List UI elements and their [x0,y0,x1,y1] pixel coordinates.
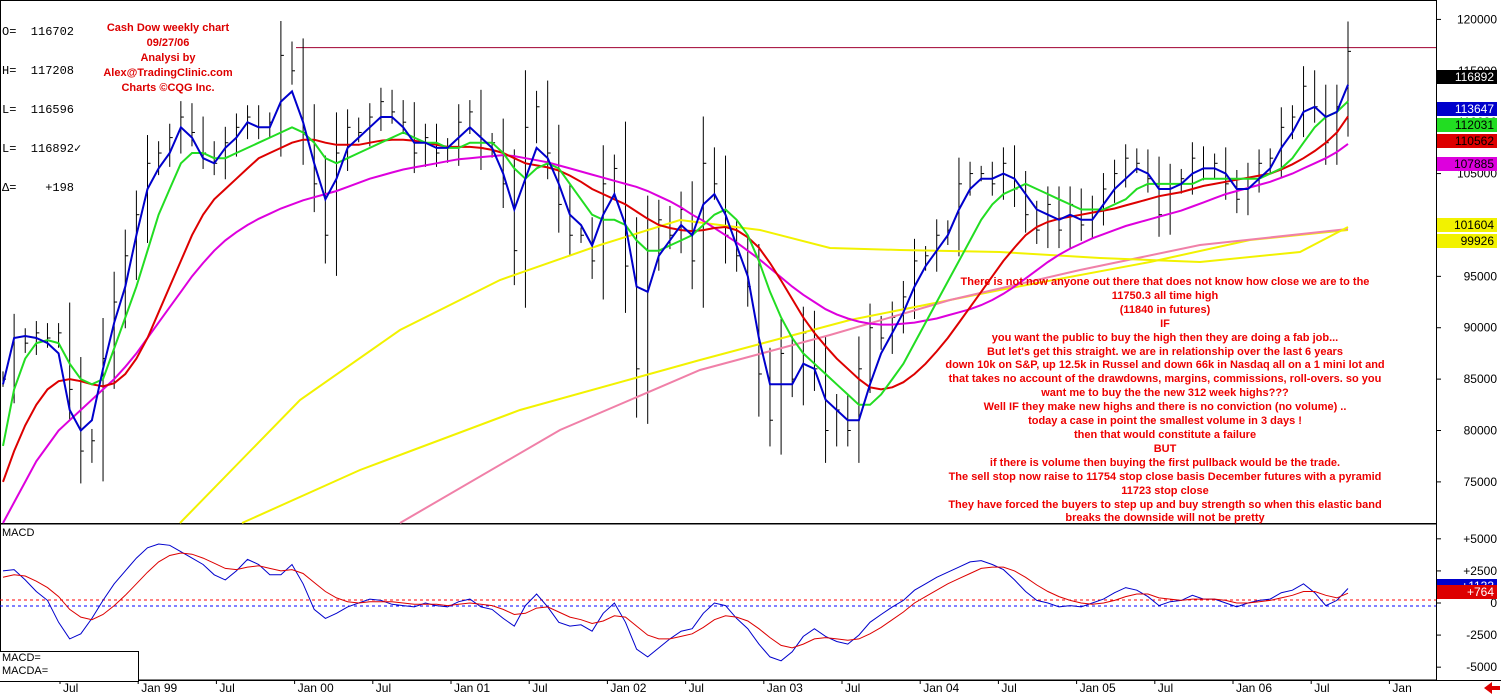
ohlc-last: L= 116892✓ [2,142,82,156]
note-line: 09/27/06 [146,37,190,49]
price-badge-label: 99926 [1461,234,1495,248]
ohlc-high: H= 117208 [2,64,75,78]
ohlc-readout: O= 116702 H= 117208 L= 116596 L= 116892✓… [2,0,81,208]
price-badge-label: 101604 [1454,218,1494,232]
commentary-line: breaks the downside will not be pretty [1065,512,1265,525]
ma-13-line [2,100,1349,447]
time-tick-label: Jan 06 [1236,681,1272,694]
note-line: Cash Dow weekly chart [106,22,230,34]
price-badge [1437,134,1497,148]
scroll-left-arrow-icon[interactable] [1484,682,1500,694]
time-tick-label: Jul [1001,681,1016,694]
commentary-line: if there is volume then buying the first… [989,456,1341,469]
note-line: Alex@TradingClinic.com [103,67,233,79]
price-tick-label: 90000 [1464,321,1498,335]
macd-legend-macd: MACD= [2,652,41,664]
macd-badge [1437,585,1497,599]
price-tick-label: 75000 [1464,475,1498,489]
commentary-line: The sell stop now raise to 11754 stop cl… [948,470,1382,483]
price-badge [1437,157,1497,171]
price-badge-label: 107885 [1454,157,1494,171]
commentary-line: IF [1160,317,1170,330]
price-badge [1437,218,1497,232]
time-tick-label: Jan 05 [1080,681,1116,694]
macd-tick-label: -5000 [1466,660,1497,674]
price-badge-label: 110562 [1455,134,1494,148]
time-tick-label: Jan 04 [923,681,959,694]
commentary-line: want me to buy the the new 312 week high… [1041,387,1289,400]
time-tick-label: Jul [532,681,547,694]
price-badge-label: 113647 [1455,102,1494,116]
macd-legend: MACD= MACDA= [0,651,139,682]
commentary-line: 11750.3 all time high [1111,289,1219,302]
price-badge [1437,70,1497,84]
ma-26-line [2,115,1349,483]
header-note: Cash Dow weekly chart 09/27/06 Analysi b… [88,21,248,96]
commentary-line: They have forced the buyers to step up a… [948,498,1382,511]
time-tick-label: Jul [1158,681,1173,694]
note-line: Charts ©CQG Inc. [121,82,215,94]
price-tick-label: 80000 [1464,424,1498,438]
macd-panel-frame [0,523,1437,681]
ohlc-change: Δ= +198 [2,181,75,195]
time-tick-label: Jul [219,681,234,694]
ohlc-low: L= 116596 [2,103,75,117]
macd-tick-label: +5000 [1463,532,1497,546]
ma-52-line [2,143,1349,524]
macd-tick-label: +2500 [1463,564,1497,578]
ma-4-line [2,84,1349,433]
ohlc-open: O= 116702 [2,25,75,39]
ma-208-line [399,228,1349,524]
time-tick-label: Jan 03 [767,681,803,694]
commentary-line: 11723 stop close [1121,484,1209,497]
commentary-line: (11840 in futures) [1119,303,1211,316]
price-tick-label: 85000 [1464,372,1498,386]
time-tick-label: Jul [376,681,391,694]
macd-tick-label: 0 [1490,596,1497,610]
macda-line [2,552,1349,649]
macd-tick-label: -2500 [1466,628,1497,642]
price-badge-label: 116892 [1455,70,1494,84]
commentary-line: But let's get this straight. we are in r… [987,345,1343,358]
ma-104-line [179,218,1349,524]
time-tick-label: Jan 01 [454,681,490,694]
commentary-line: Well IF they make new highs and there is… [983,401,1347,414]
commentary-line: you want the public to buy the high then… [991,331,1339,344]
commentary-line: down 10k on S&P, up 12.5k in Russel and … [945,359,1385,372]
time-tick-label: Jul [689,681,704,694]
macd-line [2,543,1349,662]
macd-title: MACD [2,527,35,539]
price-tick-label: 95000 [1464,269,1498,283]
commentary-annotation: There is not now anyone out there that d… [920,276,1410,526]
time-tick-label: Jan 99 [141,681,177,694]
macd-legend-macda: MACDA= [2,665,49,677]
time-tick-label: Jan 00 [298,681,334,694]
note-line: Analysi by [140,52,196,64]
commentary-line: today a case in point the smallest volum… [1028,415,1302,428]
commentary-line: that takes no account of the drawdowns, … [948,373,1382,386]
time-tick-label: Jul [1314,681,1329,694]
time-tick-label: Jul [845,681,860,694]
commentary-line: BUT [1153,442,1177,455]
price-bars [2,20,1351,484]
price-badge [1437,234,1497,248]
price-tick-label: 120000 [1457,12,1497,26]
time-tick-label: Jan 02 [610,681,646,694]
commentary-line: then that would constitute a failure [1073,428,1257,441]
price-badge-label: 112031 [1455,118,1494,132]
price-badge [1437,118,1497,132]
macd-badge-label: +764 [1467,585,1494,599]
time-tick-label: Jul [63,681,78,694]
commentary-line: There is not now anyone out there that d… [960,276,1370,288]
time-tick-label: Jan [1392,681,1411,694]
price-badge [1437,102,1497,116]
